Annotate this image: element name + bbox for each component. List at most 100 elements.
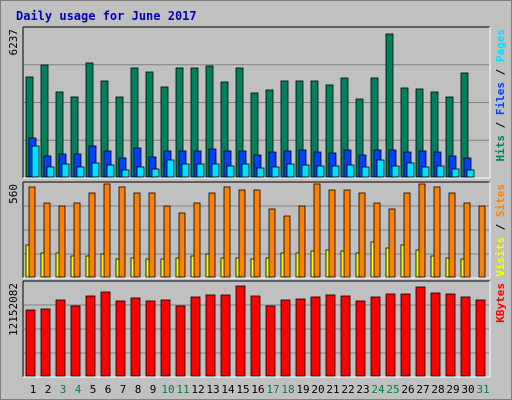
legend-hits: Hits <box>494 135 507 162</box>
panel-legend: Visits / Sites <box>494 184 507 277</box>
bar-kbytes-day-29 <box>445 293 456 377</box>
legend-slash: / <box>494 217 507 237</box>
legend-slash: / <box>494 115 507 135</box>
day-label-30: 30 <box>461 383 474 396</box>
bar-pages-day-24 <box>376 159 385 178</box>
bar-pages-day-8 <box>136 166 145 178</box>
day-label-20: 20 <box>311 383 324 396</box>
bar-pages-day-6 <box>106 164 115 178</box>
bar-pages-day-7 <box>121 169 130 178</box>
bar-sites-day-28 <box>433 186 441 278</box>
bar-sites-day-21 <box>328 189 336 278</box>
day-label-13: 13 <box>206 383 219 396</box>
bar-sites-day-30 <box>463 202 471 278</box>
bar-kbytes-day-30 <box>460 296 471 377</box>
bar-sites-day-2 <box>43 202 51 278</box>
day-label-8: 8 <box>135 383 142 396</box>
day-label-14: 14 <box>221 383 235 396</box>
bar-sites-day-22 <box>343 189 351 278</box>
panel-visits: 560 Visits / Sites <box>7 181 507 279</box>
legend-files: Files <box>494 82 507 115</box>
bar-pages-day-9 <box>151 168 160 178</box>
bar-pages-day-29 <box>451 168 460 178</box>
bar-sites-day-24 <box>373 202 381 278</box>
bar-kbytes-day-6 <box>100 291 111 377</box>
chart-title: Daily usage for June 2017 <box>16 9 197 23</box>
bar-pages-day-12 <box>196 163 205 178</box>
bar-pages-day-14 <box>226 165 235 178</box>
bar-kbytes-day-21 <box>325 294 336 377</box>
bar-kbytes-day-18 <box>280 299 291 377</box>
bar-pages-day-22 <box>346 164 355 178</box>
bar-pages-day-16 <box>256 167 265 178</box>
bar-pages-day-3 <box>61 163 70 178</box>
bar-kbytes-day-7 <box>115 300 126 377</box>
bar-kbytes-day-9 <box>145 300 156 377</box>
day-label-1: 1 <box>30 383 37 396</box>
bar-pages-day-5 <box>91 162 100 178</box>
bar-kbytes-day-17 <box>265 305 276 377</box>
bar-kbytes-day-5 <box>85 295 96 377</box>
bar-sites-day-16 <box>253 189 261 278</box>
day-label-23: 23 <box>356 383 369 396</box>
bar-pages-day-15 <box>241 163 250 178</box>
panel-max-label: 6237 <box>7 29 20 56</box>
bar-kbytes-day-15 <box>235 285 246 377</box>
bar-sites-day-12 <box>193 202 201 278</box>
bar-kbytes-day-24 <box>370 296 381 377</box>
bar-pages-day-28 <box>436 165 445 178</box>
legend-slash: / <box>494 62 507 82</box>
day-label-9: 9 <box>150 383 157 396</box>
bar-pages-day-30 <box>466 169 475 178</box>
bar-pages-day-13 <box>211 163 220 178</box>
bar-sites-day-7 <box>118 186 126 278</box>
bar-pages-day-10 <box>166 159 175 178</box>
bar-pages-day-19 <box>301 164 310 178</box>
legend-pages: Pages <box>494 29 507 62</box>
bar-sites-day-5 <box>88 192 96 278</box>
day-label-29: 29 <box>446 383 459 396</box>
bar-kbytes-day-16 <box>250 295 261 377</box>
day-label-17: 17 <box>266 383 279 396</box>
bar-pages-day-18 <box>286 163 295 178</box>
day-label-24: 24 <box>371 383 385 396</box>
legend-visits: Visits <box>494 237 507 277</box>
bar-kbytes-day-26 <box>400 293 411 377</box>
bar-pages-day-2 <box>46 166 55 178</box>
day-label-4: 4 <box>75 383 82 396</box>
panel-legend: Hits / Files / Pages <box>494 29 507 162</box>
bar-pages-day-27 <box>421 166 430 178</box>
bar-pages-day-23 <box>361 166 370 178</box>
day-label-15: 15 <box>236 383 249 396</box>
bar-kbytes-day-13 <box>205 294 216 377</box>
bar-kbytes-day-3 <box>55 299 66 377</box>
day-label-3: 3 <box>60 383 67 396</box>
bar-kbytes-day-20 <box>310 296 321 377</box>
panel-max-label: 12152082 <box>7 283 20 336</box>
bar-kbytes-day-28 <box>430 292 441 377</box>
day-label-16: 16 <box>251 383 264 396</box>
bar-sites-day-23 <box>358 192 366 278</box>
bar-pages-day-1 <box>31 145 40 178</box>
day-label-11: 11 <box>176 383 189 396</box>
day-label-18: 18 <box>281 383 294 396</box>
bar-kbytes-day-31 <box>475 299 486 377</box>
bar-kbytes-day-8 <box>130 297 141 377</box>
day-label-28: 28 <box>431 383 444 396</box>
bar-pages-day-4 <box>76 166 85 178</box>
bar-sites-day-18 <box>283 215 291 278</box>
bar-sites-day-20 <box>313 183 321 278</box>
panel-max-label: 560 <box>7 184 20 204</box>
bar-sites-day-8 <box>133 192 141 278</box>
day-label-2: 2 <box>45 383 52 396</box>
bar-kbytes-day-1 <box>25 309 36 377</box>
day-label-26: 26 <box>401 383 414 396</box>
bar-sites-day-26 <box>403 192 411 278</box>
bar-kbytes-day-14 <box>220 294 231 377</box>
day-label-21: 21 <box>326 383 339 396</box>
bar-sites-day-25 <box>388 208 396 278</box>
day-label-12: 12 <box>191 383 204 396</box>
bar-sites-day-3 <box>58 205 66 278</box>
panel-kbytes: 12152082 KBytes <box>7 280 507 378</box>
bar-sites-day-27 <box>418 183 426 278</box>
